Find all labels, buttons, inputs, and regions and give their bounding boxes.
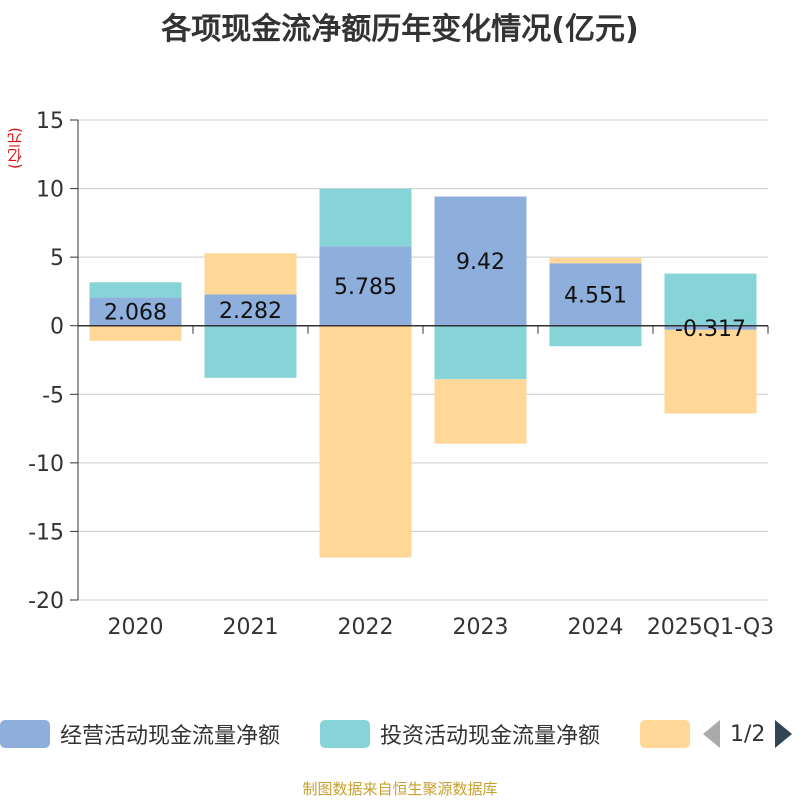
x-tick-label: 2024 [568,615,624,640]
legend-label-operating: 经营活动现金流量净额 [60,724,281,749]
chart-plot: 15 10 5 0 -5 -10 -15 -20 2020 2021 2022 2023 2024 202… [28,109,774,640]
y-tick-label: 5 [50,246,64,271]
legend-item-operating[interactable]: 经营活动现金流量净额 [0,714,280,754]
y-tick-label: -10 [28,452,64,477]
y-tick-label: 10 [36,178,64,203]
legend: 经营活动现金流量净额 投资活动现金流量净额 1/2 [0,714,800,754]
data-label: 4.551 [564,284,627,309]
bar-segment [549,263,642,326]
bar-segment [434,325,527,380]
legend-swatch-financing [640,720,690,748]
data-label: 5.785 [334,275,397,300]
legend-item-financing[interactable] [640,714,700,754]
legend-page-indicator: 1/2 [730,721,766,747]
bar-segment [319,188,412,247]
bar-segment [89,325,182,341]
y-tick-label: 15 [36,109,64,134]
bar-segment [89,297,182,326]
data-label: 2.068 [104,301,167,326]
y-tick-label: -20 [28,589,64,614]
bar-segment [89,282,182,298]
legend-swatch-operating [0,720,50,748]
y-tick-label: 0 [50,315,64,340]
x-tick-label: 2023 [453,615,509,640]
bar-segment [204,294,297,326]
x-tick-label: 2022 [338,615,394,640]
bar-segment [664,329,757,414]
bar-segment [319,325,412,558]
data-source-note: 制图数据来自恒生聚源数据库 [302,780,498,798]
y-tick-label: -5 [42,383,64,408]
bar-segment [434,196,527,326]
legend-swatch-investing [320,720,370,748]
bar-segment [664,273,757,326]
data-label: 2.282 [219,299,282,324]
data-label: -0.317 [675,317,746,342]
bar-segment [549,325,642,347]
x-tick-label: 2025Q1-Q3 [647,615,774,640]
legend-label-investing: 投资活动现金流量净额 [380,724,601,749]
legend-pager: 1/2 [703,714,793,754]
bar-segment [319,246,412,326]
data-label: 9.42 [456,250,505,275]
bar-segment [204,253,297,295]
bar-segment [434,379,527,444]
x-tick-label: 2021 [223,615,279,640]
x-tick-label: 2020 [108,615,164,640]
bar-segment [664,325,757,330]
legend-prev-page-icon[interactable] [703,720,720,748]
legend-next-page-icon[interactable] [775,720,793,748]
bar-segment [204,325,297,378]
legend-item-investing[interactable]: 投资活动现金流量净额 [320,714,600,754]
chart-title: 各项现金流净额历年变化情况(亿元) [161,12,639,47]
bar-segment [549,257,642,264]
y-tick-label: -15 [28,520,64,545]
